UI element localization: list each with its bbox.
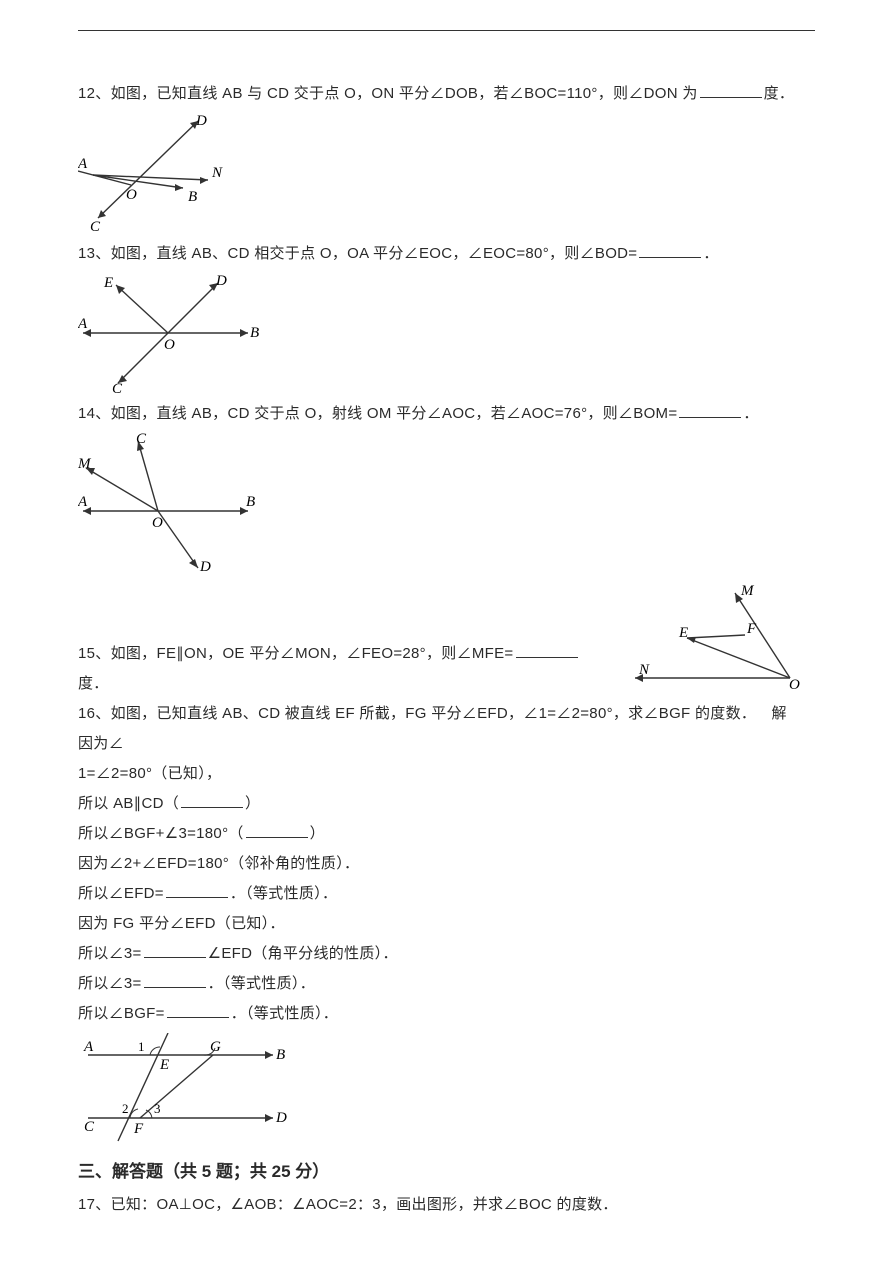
- q13-tail: ．: [703, 245, 718, 262]
- label-M: M: [78, 456, 92, 472]
- q16-row2: 1=∠2=80°（已知），: [78, 759, 815, 789]
- q15-blank: [516, 643, 578, 658]
- q14-tail: ．: [743, 405, 758, 422]
- q16-stem-b: 1=∠2=80°（已知），: [78, 765, 221, 782]
- label-B: B: [246, 494, 255, 510]
- q15-stem: 15、如图，FE∥ON，OE 平分∠MON，∠FEO=28°，则∠MFE=: [78, 645, 514, 662]
- label-3: 3: [154, 1101, 161, 1116]
- q12-stem: 12、如图，已知直线 AB 与 CD 交于点 O，ON 平分∠DOB，若∠BOC…: [78, 85, 698, 102]
- q16-blank3: [166, 883, 228, 898]
- label-N: N: [638, 662, 650, 678]
- label-C: C: [136, 433, 147, 447]
- q14-figure: A B C D M O: [78, 433, 815, 573]
- q16-blank4: [144, 943, 206, 958]
- label-N: N: [211, 165, 223, 181]
- section-3-heading: 三、解答题（共 5 题；共 25 分）: [78, 1157, 815, 1182]
- label-D: D: [275, 1110, 287, 1126]
- q13-text: 13、如图，直线 AB、CD 相交于点 O，OA 平分∠EOC，∠EOC=80°…: [78, 239, 815, 269]
- q16-l1: 所以 AB∥CD（）: [78, 789, 815, 819]
- top-rule: [78, 30, 815, 31]
- label-O: O: [164, 337, 175, 353]
- label-M: M: [740, 583, 755, 599]
- label-B: B: [276, 1047, 285, 1063]
- q13-blank: [639, 243, 701, 258]
- q12-tail: 度．: [764, 85, 795, 102]
- q16-l2: 所以∠BGF+∠3=180°（）: [78, 819, 815, 849]
- q13-stem: 13、如图，直线 AB、CD 相交于点 O，OA 平分∠EOC，∠EOC=80°…: [78, 245, 637, 262]
- label-A: A: [78, 156, 88, 172]
- q16-l7: 所以∠3=．（等式性质）．: [78, 969, 815, 999]
- label-A: A: [83, 1039, 94, 1055]
- label-B: B: [250, 325, 259, 341]
- label-C: C: [112, 381, 123, 393]
- q15-row: 15、如图，FE∥ON，OE 平分∠MON，∠FEO=28°，则∠MFE=度． …: [78, 579, 815, 699]
- q16-l4: 所以∠EFD=．（等式性质）．: [78, 879, 815, 909]
- label-D: D: [195, 113, 207, 129]
- q15-tail: 度．: [78, 675, 109, 692]
- q16-l5: 因为 FG 平分∠EFD（已知）．: [78, 909, 815, 939]
- label-2: 2: [122, 1101, 129, 1116]
- q16-l3: 因为∠2+∠EFD=180°（邻补角的性质）．: [78, 849, 815, 879]
- q12-blank: [700, 83, 762, 98]
- label-E: E: [103, 275, 113, 291]
- label-C: C: [90, 219, 101, 233]
- label-A: A: [78, 494, 88, 510]
- q13-figure: A B C D E O: [78, 273, 815, 393]
- label-A: A: [78, 316, 88, 332]
- label-C: C: [84, 1119, 95, 1135]
- q14-stem: 14、如图，直线 AB，CD 交于点 O，射线 OM 平分∠AOC，若∠AOC=…: [78, 405, 677, 422]
- label-E: E: [159, 1057, 169, 1073]
- label-D: D: [215, 273, 227, 289]
- q16-blank5: [144, 973, 206, 988]
- q16-row1: 16、如图，已知直线 AB、CD 被直线 EF 所截，FG 平分∠EFD，∠1=…: [78, 699, 815, 759]
- label-E: E: [678, 625, 688, 641]
- q14-blank: [679, 403, 741, 418]
- q16-l8: 所以∠BGF=．（等式性质）．: [78, 999, 815, 1029]
- q12-figure: A B C D N O: [78, 113, 815, 233]
- q17-text: 17、已知：OA⊥OC，∠AOB：∠AOC=2：3，画出图形，并求∠BOC 的度…: [78, 1190, 815, 1220]
- label-B: B: [188, 189, 197, 205]
- label-1: 1: [138, 1039, 145, 1054]
- q15-text: 15、如图，FE∥ON，OE 平分∠MON，∠FEO=28°，则∠MFE= 度．: [78, 639, 605, 699]
- q16-stem-a: 16、如图，已知直线 AB、CD 被直线 EF 所截，FG 平分∠EFD，∠1=…: [78, 705, 802, 752]
- label-F: F: [746, 621, 757, 637]
- label-O: O: [152, 515, 163, 531]
- label-D: D: [199, 559, 211, 573]
- label-O: O: [126, 187, 137, 203]
- q15-figure: N O M E F: [615, 583, 815, 693]
- q16-blank1: [181, 793, 243, 808]
- q16-blank2: [246, 823, 308, 838]
- q16-blank6: [167, 1003, 229, 1018]
- label-F: F: [133, 1121, 144, 1137]
- q16-figure: A B C D E F G 1 2 3: [78, 1033, 815, 1143]
- q14-text: 14、如图，直线 AB，CD 交于点 O，射线 OM 平分∠AOC，若∠AOC=…: [78, 399, 815, 429]
- label-O: O: [789, 677, 800, 693]
- q12-text: 12、如图，已知直线 AB 与 CD 交于点 O，ON 平分∠DOB，若∠BOC…: [78, 79, 815, 109]
- q16-l6: 所以∠3=∠EFD（角平分线的性质）．: [78, 939, 815, 969]
